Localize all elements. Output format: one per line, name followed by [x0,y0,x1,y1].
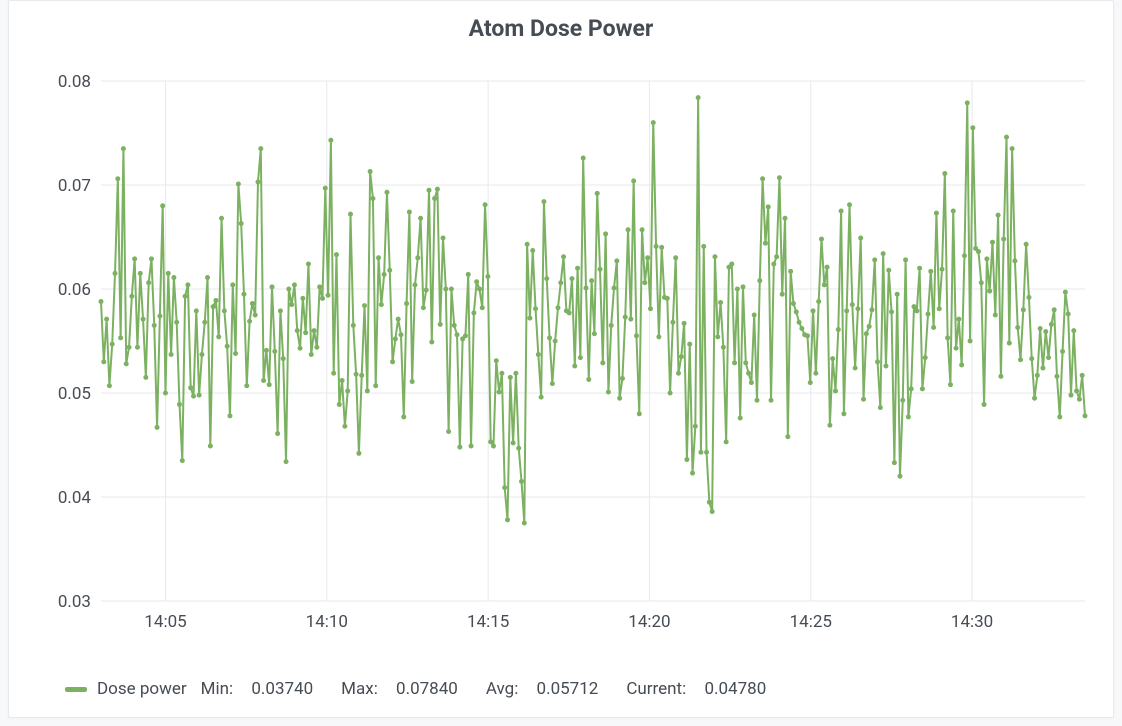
svg-text:0.05: 0.05 [58,384,91,404]
plot-svg[interactable]: 0.03 0.04 0.05 0.06 0.07 0.08 14:05 14:10 14:15 1… [37,71,1097,641]
svg-text:0.03: 0.03 [58,592,91,612]
legend-min: Min: 0.03740 [201,679,328,699]
svg-text:0.08: 0.08 [58,72,91,92]
legend-avg: Avg: 0.05712 [486,679,613,699]
legend-current: Current: 0.04780 [626,679,780,699]
chart-title: Atom Dose Power [9,15,1113,42]
svg-text:14:20: 14:20 [628,612,670,632]
chart-panel: Atom Dose Power 0.03 0.04 0.05 0.06 0.07 0.08… [8,0,1114,718]
svg-text:14:25: 14:25 [790,612,832,632]
svg-text:14:30: 14:30 [951,612,993,632]
svg-text:14:15: 14:15 [467,612,509,632]
legend-swatch [65,687,87,692]
legend-label: Dose power [97,679,187,699]
svg-text:14:05: 14:05 [144,612,186,632]
legend-max: Max: 0.07840 [341,679,472,699]
svg-text:0.04: 0.04 [58,488,92,508]
chart-plot[interactable]: 0.03 0.04 0.05 0.06 0.07 0.08 14:05 14:10 14:15 1… [37,71,1097,641]
svg-text:14:10: 14:10 [306,612,348,632]
legend[interactable]: Dose power Min: 0.03740 Max: 0.07840 Avg… [65,679,794,699]
svg-text:0.07: 0.07 [58,176,91,196]
svg-text:0.06: 0.06 [58,280,91,300]
